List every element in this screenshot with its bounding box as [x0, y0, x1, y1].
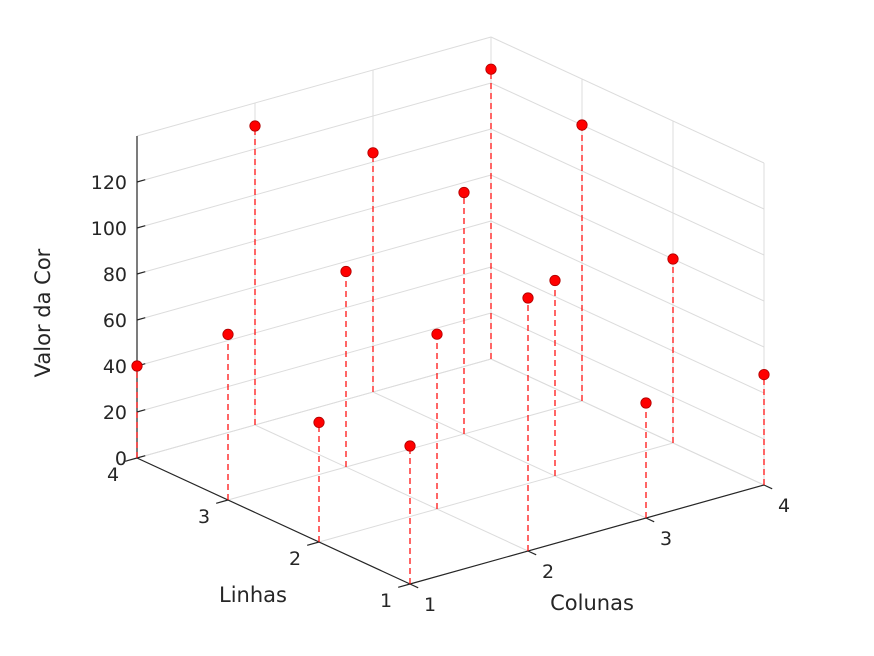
side-wall-grid-line: [490, 358, 765, 486]
x-tick-mark: [763, 484, 773, 490]
stem-marker: [313, 416, 325, 428]
z-tick-label: 20: [103, 402, 127, 424]
stem-marker: [367, 147, 379, 159]
floor-grid-line: [227, 400, 583, 501]
z-tick-label: 0: [115, 448, 127, 470]
z-tick-mark: [136, 317, 146, 321]
z-tick-mark: [136, 455, 146, 459]
side-wall-grid-line: [490, 220, 765, 348]
y-axis-line: [136, 457, 411, 585]
back-wall-grid-line: [136, 266, 492, 367]
stem-layer: [131, 63, 770, 584]
x-tick-label: 1: [424, 594, 436, 616]
side-wall-grid-line: [490, 82, 765, 210]
z-tick-label: 80: [103, 264, 127, 286]
z-axis-label: Valor da Cor: [31, 248, 55, 377]
y-tick-label: 4: [107, 464, 119, 486]
x-axis-label: Colunas: [550, 591, 634, 615]
y-tick-mark: [125, 457, 138, 462]
stem-marker: [758, 368, 770, 381]
x-tick-mark: [645, 517, 655, 523]
z-tick-label: 120: [91, 172, 127, 194]
stem-marker: [667, 253, 679, 265]
floor-grid-line: [372, 391, 647, 519]
x-tick-label: 2: [542, 561, 554, 583]
back-wall-grid-line: [136, 220, 492, 321]
z-tick-mark: [136, 271, 146, 275]
x-tick-mark: [527, 550, 537, 556]
z-tick-label: 60: [103, 310, 127, 332]
box-edge: [136, 36, 492, 137]
y-tick-label: 1: [380, 590, 392, 612]
stem-marker: [549, 274, 561, 287]
box-edge: [490, 36, 765, 164]
z-tick-label: 40: [103, 356, 127, 378]
side-wall-grid-line: [490, 174, 765, 302]
back-wall-grid-line: [136, 312, 492, 413]
axis-layer: [125, 136, 773, 589]
y-tick-mark: [398, 583, 411, 588]
back-wall-grid-line: [136, 128, 492, 229]
stem-marker: [404, 440, 416, 452]
z-tick-mark: [136, 409, 146, 413]
y-tick-label: 2: [289, 548, 301, 570]
x-axis-line: [409, 484, 765, 585]
x-tick-label: 3: [660, 528, 672, 550]
z-tick-label: 100: [91, 218, 127, 240]
floor-grid-line: [318, 442, 674, 543]
stem-marker: [485, 63, 497, 75]
y-axis-label: Linhas: [219, 583, 287, 607]
floor-grid-line: [254, 424, 529, 552]
back-wall-grid-line: [136, 82, 492, 183]
z-tick-mark: [136, 225, 146, 229]
stem-marker: [458, 186, 470, 199]
z-tick-mark: [136, 179, 146, 183]
x-tick-mark: [409, 583, 419, 589]
side-wall-grid-line: [490, 266, 765, 394]
y-tick-mark: [216, 499, 229, 504]
stem-marker: [340, 265, 352, 278]
stem-marker: [431, 328, 443, 340]
stem-marker: [576, 119, 588, 131]
y-tick-label: 3: [198, 506, 210, 528]
y-tick-mark: [307, 541, 320, 546]
side-wall-grid-line: [490, 128, 765, 256]
back-wall-grid-line: [136, 174, 492, 275]
stem-marker: [640, 397, 652, 409]
stem-marker: [249, 120, 261, 132]
stem-marker: [222, 328, 234, 340]
side-wall-grid-line: [490, 312, 765, 440]
x-tick-label: 4: [778, 495, 790, 517]
stem-marker: [131, 360, 143, 372]
stem-marker: [522, 292, 534, 304]
back-wall-grid-line: [136, 358, 492, 459]
